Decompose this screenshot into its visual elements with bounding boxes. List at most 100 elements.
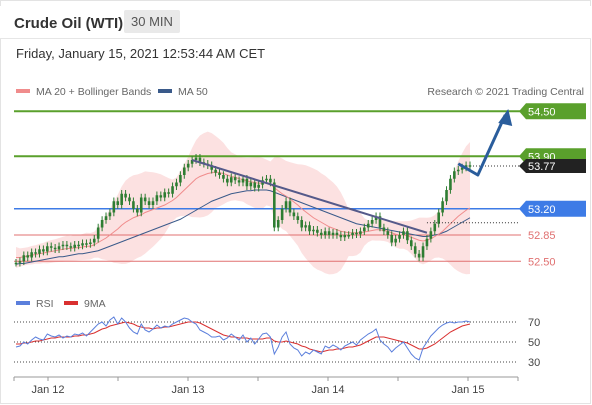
chart-header: Crude Oil (WTI) 30 MIN xyxy=(0,6,591,39)
candle-body xyxy=(159,195,163,198)
candle-body xyxy=(151,201,155,205)
candle-body xyxy=(42,249,45,252)
candle-body xyxy=(49,246,53,248)
candle-body xyxy=(288,201,292,213)
candle-body xyxy=(409,240,413,247)
candle-body xyxy=(61,244,65,247)
candle-body xyxy=(335,232,339,235)
candle-body xyxy=(22,255,26,262)
candle-body xyxy=(14,262,18,265)
candle-body xyxy=(229,177,233,183)
candle-body xyxy=(222,175,225,179)
candle-body xyxy=(378,216,382,228)
candle-body xyxy=(89,242,92,244)
attribution: Research © 2021 Trading Central xyxy=(427,86,584,98)
candle-body xyxy=(249,182,253,187)
candle-body xyxy=(386,231,390,235)
candle-body xyxy=(319,232,323,235)
candle-body xyxy=(269,178,272,183)
candle-body xyxy=(120,193,123,205)
candle-body xyxy=(163,192,167,198)
candle-body xyxy=(69,246,73,248)
candle-body xyxy=(85,243,88,245)
candle-body xyxy=(108,212,112,217)
candle-body xyxy=(382,227,386,232)
candle-body xyxy=(417,253,421,258)
candle-body xyxy=(429,231,433,239)
candle-body xyxy=(77,244,80,247)
candle-body xyxy=(464,165,468,168)
candle-body xyxy=(327,231,331,235)
candle-body xyxy=(116,201,120,205)
candle-body xyxy=(331,232,335,235)
level-tag-54.50 xyxy=(519,103,586,120)
candle-body xyxy=(398,235,401,239)
forecast-arrow xyxy=(457,114,507,177)
rsi-legend-swatch xyxy=(16,301,30,305)
x-tick-jan-13: Jan 13 xyxy=(171,384,204,396)
forecast-arrowhead xyxy=(498,109,513,126)
candle-body xyxy=(143,197,147,202)
candle-body xyxy=(214,169,217,173)
level-label-52.50: 52.50 xyxy=(528,256,556,268)
candle-body xyxy=(100,220,104,228)
timeframe-badge[interactable]: 30 MIN xyxy=(124,10,180,33)
level-label-52.85: 52.85 xyxy=(528,230,556,242)
ma20-legend-swatch xyxy=(16,89,30,93)
candle-body xyxy=(308,225,311,232)
candle-body xyxy=(437,212,440,224)
candle-body xyxy=(425,238,429,247)
candle-body xyxy=(34,252,37,254)
candle-body xyxy=(245,178,249,187)
candle-body xyxy=(57,246,61,250)
candle-body xyxy=(241,178,245,183)
ma20-legend-label: MA 20 + Bollinger Bands xyxy=(36,86,151,98)
candle-body xyxy=(292,212,296,217)
candle-body xyxy=(453,171,456,179)
candle-body xyxy=(284,201,288,209)
candle-body xyxy=(53,247,57,250)
rsi-legend: RSI 9MA xyxy=(16,298,106,310)
rsi-tick-70: 70 xyxy=(528,317,540,329)
bollinger-band xyxy=(16,131,470,275)
candle-body xyxy=(128,197,131,202)
candle-body xyxy=(73,244,77,248)
candle-body xyxy=(198,157,202,163)
candle-body xyxy=(343,235,347,238)
candle-body xyxy=(171,186,174,194)
rsi-ma-legend-swatch xyxy=(64,301,78,305)
candle-body xyxy=(300,220,304,228)
candle-body xyxy=(26,255,30,258)
candle-body xyxy=(413,246,417,254)
candle-body xyxy=(186,163,190,168)
candle-body xyxy=(81,243,84,246)
candle-body xyxy=(468,165,472,167)
candle-body xyxy=(167,192,170,194)
candle-body xyxy=(406,231,409,241)
candle-body xyxy=(351,232,354,235)
x-tick-jan-15: Jan 15 xyxy=(451,384,484,396)
candle-body xyxy=(218,172,221,175)
rsi-ma-legend-label: 9MA xyxy=(84,298,106,310)
candle-body xyxy=(456,169,460,172)
x-tick-jan-14: Jan 14 xyxy=(311,384,344,396)
level-label-53.20: 53.20 xyxy=(528,204,556,216)
ma50-legend-label: MA 50 xyxy=(178,86,208,98)
candle-body xyxy=(96,227,100,239)
candle-body xyxy=(112,201,116,213)
candle-body xyxy=(370,220,374,224)
candle-body xyxy=(312,229,315,232)
candle-body xyxy=(433,223,437,232)
candle-body xyxy=(304,225,307,228)
candle-body xyxy=(175,182,178,187)
candle-body xyxy=(460,167,464,170)
candle-body xyxy=(30,252,33,258)
candle-body xyxy=(190,160,194,164)
candle-body xyxy=(257,184,260,188)
rsi-tick-50: 50 xyxy=(528,337,540,349)
candle-body xyxy=(233,177,237,181)
candle-body xyxy=(441,201,444,213)
candle-body xyxy=(323,231,327,235)
candle-body xyxy=(394,238,397,243)
candle-body xyxy=(237,180,241,183)
